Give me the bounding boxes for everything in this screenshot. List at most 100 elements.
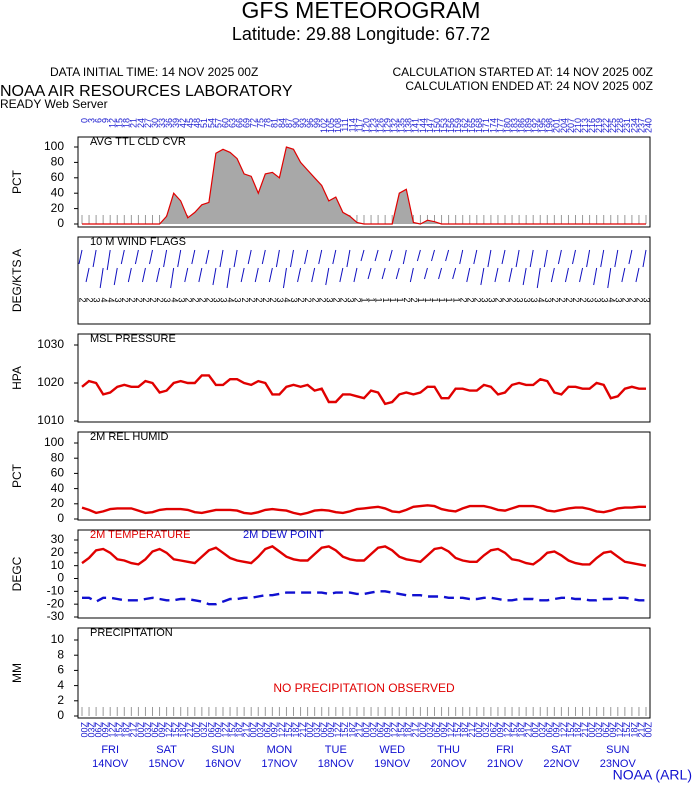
hour-label: 15Z [115,722,125,738]
wind-flag [473,249,478,265]
wind-speed: 2 [465,297,475,302]
day-name: MON [267,744,293,756]
server: READY Web Server [0,97,108,111]
y-tick-label: 1030 [37,337,64,351]
y-tick-label: 10 [51,632,65,646]
hour-label: 21Z [354,722,364,738]
wind-flag [282,267,287,289]
wind-speed: 2 [550,297,560,302]
y-tick-label: 1010 [37,413,64,427]
wind-flag [409,267,414,283]
hour-label: 00Z [587,722,597,738]
forecast-hour-label: 0 [79,118,89,123]
day-date: 19NOV [374,758,411,770]
wind-speed: 2 [458,297,468,302]
hour-label: 15Z [227,722,237,738]
wind-flag [226,267,231,289]
hour-label: 06Z [488,722,498,738]
calc-ended: CALCULATION ENDED AT: 24 NOV 2025 00Z [405,79,653,93]
wind-flag [459,249,464,265]
wind-flag [78,249,83,265]
wind-speed: 4 [226,297,236,302]
wind-speed: 3 [233,297,243,302]
hour-label: 06Z [263,722,273,738]
wind-flag [508,267,513,283]
forecast-hour-label: 96 [305,118,315,128]
wind-speed: 3 [212,297,222,302]
day-date: 15NOV [149,758,186,770]
forecast-hour-label: 39 [171,118,181,128]
forecast-hour-label: 111 [340,118,350,132]
wind-flag [113,267,118,286]
forecast-hour-label: 147 [425,118,435,133]
wind-flag [522,267,527,286]
cloud-area [82,147,646,224]
y-axis-label: DEG/KTS A [10,249,24,312]
wind-speed: 2 [120,297,130,302]
day-name: SAT [156,744,177,756]
wind-flag [198,267,203,283]
hour-label: 06Z [375,722,385,738]
panel-frame [77,136,651,228]
y-tick-label: 2 [57,693,64,707]
wind-flag [416,249,421,262]
wind-flag [254,267,259,283]
wind-speed: 2 [557,297,567,302]
hour-label: 06Z [93,722,103,738]
hour-label: 21Z [636,722,646,738]
wind-flag [156,267,161,283]
wind-flag [438,267,443,280]
hour-label: 09Z [101,722,111,738]
forecast-hour-label: 180 [502,118,512,133]
wind-flag [275,249,280,268]
forecast-hour-label: 240 [643,118,653,133]
wind-speed: 2 [303,297,313,302]
wind-flag [402,249,407,265]
forecast-hour-label: 54 [206,118,216,128]
wind-speed: 2 [148,297,158,302]
wind-speed: 2 [240,297,250,302]
y-tick-label: 30 [51,532,65,546]
hour-label: 03Z [425,722,435,738]
hour-label: 12Z [615,722,625,738]
wind-speed: 3 [113,297,123,302]
forecast-hour-label: 9 [101,118,111,123]
wind-speed: 2 [155,297,165,302]
hour-label: 09Z [326,722,336,738]
day-name: WED [379,744,405,756]
wind-speed: 4 [169,297,179,302]
y-tick-label: 8 [57,647,64,661]
y-tick-label: 60 [51,170,65,184]
series-line [81,545,647,567]
wind-speed: 2 [296,297,306,302]
wind-flag [261,249,266,265]
wind-flag [445,249,450,262]
y-tick-label: 20 [51,496,65,510]
wind-speed: 3 [346,297,356,302]
wind-flag [600,249,605,268]
wind-speed: 3 [92,297,102,302]
day-date: 23NOV [600,758,637,770]
wind-flag [572,249,576,265]
wind-flag [586,249,591,268]
day-date: 22NOV [543,758,580,770]
y-axis-label: DEGC [10,556,24,591]
hour-label: 15Z [284,722,294,738]
hour-label: 00Z [136,722,146,738]
y-tick-label: 100 [44,139,64,153]
wind-speed: 3 [176,297,186,302]
credit: NOAA (ARL) [613,767,692,783]
forecast-hour-label: 132 [390,118,400,133]
forecast-hour-label: 87 [284,118,294,128]
day-date: 20NOV [431,758,468,770]
y-tick-label: 0 [57,708,64,722]
forecast-hour-label: 12 [108,118,118,128]
y-tick-label: 20 [51,201,65,215]
forecast-hour-label: 150 [432,118,442,133]
wind-speed: 2 [635,297,645,302]
hour-label: 09Z [213,722,223,738]
wind-flag [395,267,400,280]
wind-speed: 2 [338,297,348,302]
forecast-hour-label: 120 [361,118,371,133]
